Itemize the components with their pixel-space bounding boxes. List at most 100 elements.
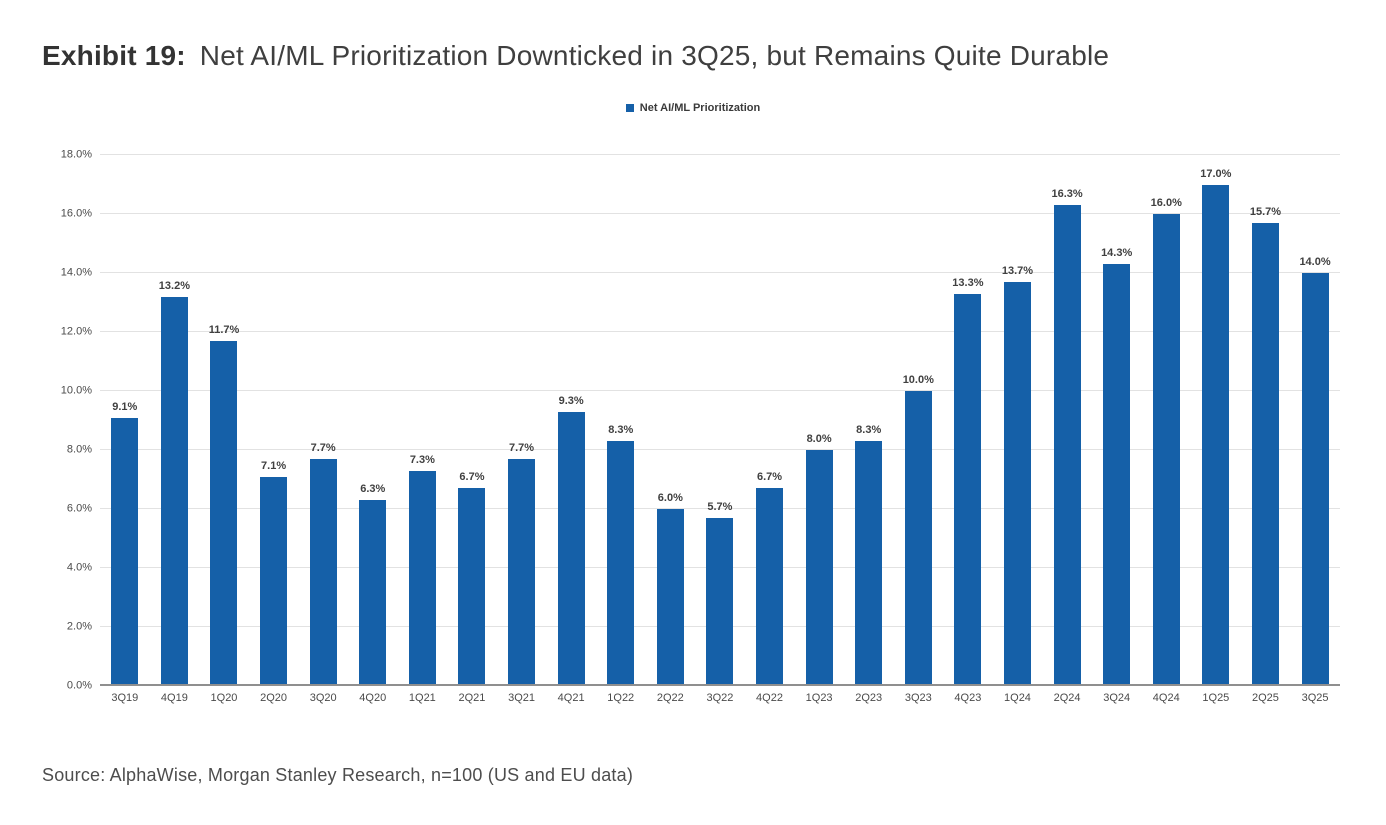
bars-row: 9.1% 13.2% 11.7% 7.1% 7.7% 6.3% 7.3% 6.7% 7.7% 9.… <box>100 155 1340 686</box>
chart-legend: Net AI/ML Prioritization <box>0 102 1386 114</box>
x-tick-label: 1Q24 <box>1004 692 1031 704</box>
bar-slot: 6.7% <box>447 155 497 686</box>
y-tick-label: 18.0% <box>60 148 92 161</box>
bar-value-label: 6.7% <box>756 471 783 484</box>
x-tick-label: 4Q21 <box>557 692 585 704</box>
gridline <box>100 154 1340 155</box>
y-tick-label: 2.0% <box>66 620 92 633</box>
bar-value-label: 15.7% <box>1249 205 1282 218</box>
bar-value-label: 14.3% <box>1101 247 1133 260</box>
x-tick-label: 1Q21 <box>408 692 436 704</box>
gridline <box>100 508 1340 509</box>
bar-1Q21 <box>408 470 436 686</box>
bar-value-label: 8.3% <box>608 424 634 437</box>
bar-value-label: 13.3% <box>952 276 984 289</box>
bar-value-label: 7.1% <box>261 459 287 472</box>
x-tick-label: 3Q20 <box>309 692 337 704</box>
y-tick-label: 8.0% <box>66 443 92 456</box>
source-note: Source: AlphaWise, Morgan Stanley Resear… <box>42 765 634 785</box>
bar-slot: 7.7% <box>497 155 547 686</box>
bar-value-label: 7.7% <box>310 441 336 454</box>
gridline <box>100 272 1340 273</box>
bar-slot: 10.0% <box>894 155 944 686</box>
y-axis: 0.0% 2.0% 4.0% 6.0% 8.0% 10.0% 12.0% 14.0% 16.0%… <box>0 149 92 691</box>
bar-4Q22 <box>756 488 784 686</box>
x-tick-label: 2Q25 <box>1251 692 1279 704</box>
bar-1Q20 <box>210 340 238 686</box>
bar-3Q21 <box>508 458 536 686</box>
x-tick-label: 2Q21 <box>458 692 486 704</box>
bar-slot: 6.7% <box>745 155 795 686</box>
x-tick-label: 2Q24 <box>1053 692 1081 704</box>
x-tick-label: 3Q23 <box>904 692 932 704</box>
bar-slot: 5.7% <box>695 155 745 686</box>
bar-value-label: 5.7% <box>707 500 733 513</box>
bar-slot: 13.7% <box>993 155 1043 686</box>
x-tick-label: 3Q24 <box>1103 692 1131 704</box>
bar-value-label: 7.3% <box>409 453 435 466</box>
legend-label: Net AI/ML Prioritization <box>639 102 761 114</box>
chart: 0.0% 2.0% 4.0% 6.0% 8.0% 10.0% 12.0% 14.0% 16.0%… <box>0 149 1386 691</box>
bar-3Q20 <box>309 458 337 686</box>
bar-slot: 14.0% <box>1290 155 1340 686</box>
bar-value-label: 17.0% <box>1200 167 1232 180</box>
bar-slot: 8.3% <box>596 155 646 686</box>
bar-slot: 9.1% <box>100 155 150 686</box>
bar-1Q25 <box>1202 184 1230 686</box>
bar-3Q23 <box>904 391 932 686</box>
bar-slot: 6.0% <box>646 155 696 686</box>
x-tick-label: 4Q19 <box>160 692 188 704</box>
bar-3Q22 <box>706 517 734 686</box>
bar-slot: 8.0% <box>794 155 844 686</box>
bar-2Q20 <box>260 476 288 686</box>
x-tick-label: 2Q20 <box>260 692 288 704</box>
y-tick-label: 16.0% <box>60 207 92 220</box>
bar-slot: 15.7% <box>1241 155 1291 686</box>
x-tick-label: 1Q25 <box>1202 692 1230 704</box>
bar-4Q20 <box>359 500 387 686</box>
bar-slot: 13.3% <box>943 155 993 686</box>
bar-4Q21 <box>557 411 585 686</box>
exhibit-title-text: Net AI/ML Prioritization Downticked in 3… <box>199 40 1110 71</box>
x-tick-label: 4Q23 <box>954 692 982 704</box>
bar-2Q22 <box>656 509 684 686</box>
bar-4Q19 <box>160 296 188 686</box>
exhibit-number: Exhibit 19: <box>42 40 186 71</box>
y-tick-label: 12.0% <box>60 325 92 338</box>
bar-slot: 6.3% <box>348 155 398 686</box>
bar-2Q23 <box>855 441 883 686</box>
bar-slot: 14.3% <box>1092 155 1142 686</box>
bar-value-label: 10.0% <box>902 374 934 386</box>
gridline <box>100 390 1340 391</box>
bar-slot: 8.3% <box>844 155 894 686</box>
bar-slot: 11.7% <box>199 155 249 686</box>
gridline <box>100 213 1340 214</box>
bar-value-label: 14.0% <box>1299 256 1331 268</box>
bar-2Q24 <box>1053 205 1081 686</box>
y-tick-label: 6.0% <box>66 502 92 515</box>
x-tick-label: 2Q22 <box>656 692 684 704</box>
bar-1Q23 <box>805 450 833 686</box>
y-tick-label: 0.0% <box>66 679 92 692</box>
bar-value-label: 16.3% <box>1051 188 1083 201</box>
y-tick-label: 10.0% <box>60 384 92 397</box>
x-tick-label: 4Q20 <box>359 692 387 704</box>
x-tick-label: 2Q23 <box>855 692 883 704</box>
x-tick-label: 3Q25 <box>1301 692 1329 704</box>
bar-value-label: 16.0% <box>1150 197 1182 209</box>
x-tick-label: 4Q24 <box>1152 692 1180 704</box>
x-tick-label: 1Q20 <box>210 692 238 704</box>
gridline <box>100 449 1340 450</box>
legend-square-icon <box>625 104 634 112</box>
y-tick-label: 14.0% <box>60 266 92 279</box>
bar-3Q25 <box>1301 273 1329 686</box>
bar-slot: 16.3% <box>1042 155 1092 686</box>
bar-value-label: 8.0% <box>806 433 832 445</box>
x-tick-label: 3Q21 <box>508 692 535 704</box>
x-axis-baseline <box>100 684 1340 686</box>
bar-slot: 16.0% <box>1141 155 1191 686</box>
gridline <box>100 331 1340 332</box>
bar-value-label: 8.3% <box>856 424 882 437</box>
x-tick-label: 1Q22 <box>607 692 635 704</box>
